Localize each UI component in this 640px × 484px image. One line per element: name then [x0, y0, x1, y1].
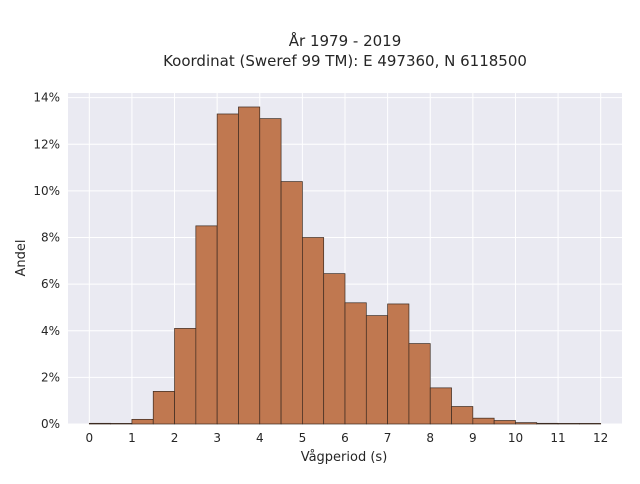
histogram-bar: [472, 417, 495, 425]
x-tick-label: 5: [299, 431, 307, 445]
y-tick-label: 10%: [33, 184, 60, 198]
x-tick-label: 12: [593, 431, 608, 445]
y-tick-label: 14%: [33, 91, 60, 105]
histogram-bar: [408, 343, 431, 425]
y-tick-label: 2%: [41, 370, 60, 384]
x-tick-label: 6: [341, 431, 349, 445]
histogram-bar: [323, 273, 346, 425]
histogram-bar: [280, 181, 303, 425]
histogram-bar: [493, 420, 516, 425]
histogram-bar: [216, 113, 239, 425]
y-tick-label: 0%: [41, 417, 60, 431]
histogram-bar: [365, 315, 388, 425]
histogram-bar: [131, 418, 154, 425]
histogram-bar: [259, 118, 282, 425]
y-tick-label: 12%: [33, 137, 60, 151]
x-tick-label: 8: [426, 431, 434, 445]
y-axis-label: Andel: [14, 240, 29, 277]
x-tick-label: 10: [508, 431, 523, 445]
x-tick-label: 11: [550, 431, 565, 445]
x-axis-label: Vågperiod (s): [301, 450, 388, 465]
x-tick-label: 1: [128, 431, 136, 445]
histogram-bar: [536, 422, 559, 425]
histogram-bar: [152, 391, 175, 425]
y-tick-label: 4%: [41, 324, 60, 338]
bars: [88, 106, 602, 425]
histogram-bar: [579, 423, 602, 425]
histogram-bar: [88, 422, 111, 425]
histogram-bar: [238, 106, 261, 425]
x-tick-label: 3: [213, 431, 221, 445]
histogram-bar: [515, 422, 538, 425]
histogram-bar: [387, 303, 410, 425]
tick-labels: 0 1 2 3 4 5 6 7 8 9 10 11 120%2%4%6%8%10%12%14%: [33, 91, 608, 445]
histogram-bar: [429, 387, 452, 425]
chart-title: År 1979 - 2019: [289, 31, 402, 50]
histogram-bar: [451, 406, 474, 425]
x-tick-label: 0: [85, 431, 93, 445]
x-tick-label: 4: [256, 431, 264, 445]
histogram-bar: [174, 328, 197, 425]
histogram-bar: [195, 225, 218, 425]
y-tick-label: 8%: [41, 231, 60, 245]
x-tick-label: 7: [384, 431, 392, 445]
histogram-bar: [557, 423, 580, 425]
histogram-bar: [110, 423, 133, 425]
x-tick-label: 2: [171, 431, 179, 445]
chart-subtitle: Koordinat (Sweref 99 TM): E 497360, N 61…: [163, 52, 527, 70]
y-tick-label: 6%: [41, 277, 60, 291]
x-tick-label: 9: [469, 431, 477, 445]
histogram-bar: [302, 237, 325, 425]
histogram-bar: [344, 302, 367, 425]
